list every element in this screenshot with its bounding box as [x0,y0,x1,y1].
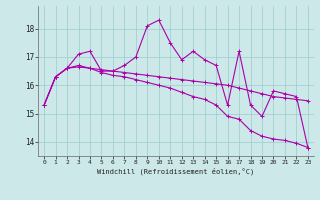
X-axis label: Windchill (Refroidissement éolien,°C): Windchill (Refroidissement éolien,°C) [97,168,255,175]
